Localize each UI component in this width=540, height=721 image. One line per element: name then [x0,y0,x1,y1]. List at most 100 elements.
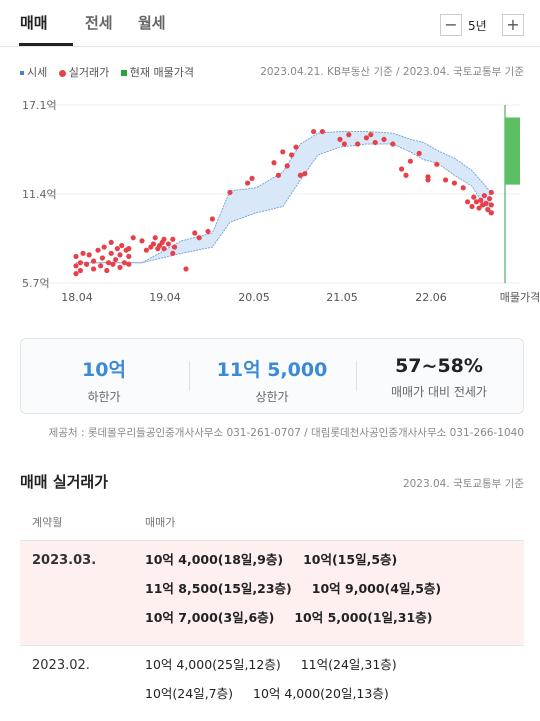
chart-source: 2023.04.21. KB부동산 기준 / 2023.04. 국토교통부 기준 [260,66,524,78]
transaction-point [209,216,215,222]
deal-entry: 10억 9,000(4일,5층) [311,581,442,596]
transaction-point [355,141,361,147]
transaction-point [487,196,493,202]
table-row: 2023.03. 10억 4,000(18일,9층) 10억(15일,5층) 11억 … [20,541,524,645]
transaction-point [130,235,136,241]
transaction-point [150,241,157,247]
transaction-point [319,128,325,135]
transaction-point [368,132,374,138]
summary-divider [356,361,357,391]
transaction-point [434,161,440,167]
upper-price-label: 상한가 [255,390,289,404]
transaction-point [416,150,422,157]
section-title: 매매 실거래가 [20,473,109,491]
transaction-point [275,172,281,178]
section-source: 2023.04. 국토교통부 기준 [402,478,524,490]
y-tick-label: 17.1억 [22,99,57,112]
transaction-point [126,253,132,260]
transaction-point [91,266,97,272]
upper-price-cell: 11억 5,000 상한가 [189,339,355,405]
deal-entry: 10억(15일,5층) [303,552,398,567]
transaction-point [108,250,114,256]
transaction-point [302,171,308,177]
listing-price-bar [505,117,520,185]
transaction-point [192,230,198,236]
column-header-price: 매매가 [145,516,176,529]
transaction-point [108,239,114,246]
deal-line: 11억 8,500(15일,23층) 10억 9,000(4일,5층) [145,578,461,597]
transaction-point [73,263,79,269]
legend-listing: 현재 매물가격 [120,66,194,79]
deal-entry: 10억 4,000(18일,9층) [145,552,284,567]
transaction-point [117,252,123,258]
transaction-point [80,250,86,256]
transaction-point [363,135,369,141]
deal-line: 10억 4,000(18일,9층) 10억(15일,5층) [145,549,417,568]
transaction-point [161,236,167,242]
active-tab-indicator [19,43,73,46]
lower-price-label: 하한가 [87,390,121,404]
summary-divider [189,361,190,391]
period-increase-button[interactable]: + [502,14,524,36]
transaction-point [293,144,299,150]
transaction-point [119,242,125,249]
transaction-point [117,264,123,270]
transaction-point [139,238,145,244]
transaction-point [399,166,405,172]
transaction-point [121,260,127,266]
deal-entry: 10억 4,000(20일,13층) [253,686,389,701]
row-divider [20,645,524,646]
transaction-point [165,241,171,247]
transaction-point [381,136,387,142]
transaction-point [471,194,477,200]
transaction-point [488,210,494,216]
transaction-point [284,163,290,169]
column-header-month: 계약월 [32,516,63,529]
transaction-point [205,228,211,235]
transaction-point [152,235,158,241]
table-row: 2023.02. 10억 4,000(25일,12층) 11억(24일,31층) 10… [20,646,524,721]
transaction-point [113,256,119,263]
transaction-point [73,253,79,260]
transaction-point [196,235,202,241]
transaction-point [114,246,120,252]
deal-entry: 10억 7,000(3일,6층) [145,610,275,625]
legend-listing-label: 현재 매물가격 [129,66,194,79]
transaction-point [143,247,149,253]
transaction-point [126,246,132,252]
deal-line: 10억 4,000(25일,12층) 11억(24일,31층) [145,654,417,673]
x-tick-label: 22.06 [415,291,447,304]
deal-entry: 10억(24일,7층) [145,686,233,701]
tab-jeonse[interactable]: 전세 [85,14,113,32]
listing-legend-icon [120,70,127,76]
transaction-point [104,267,110,274]
tab-monthly-rent[interactable]: 월세 [138,14,166,32]
jeonse-ratio-label: 매매가 대비 전세가 [391,385,487,399]
transaction-point [227,189,233,196]
transaction-point [83,261,90,267]
transaction-point [372,139,378,146]
transaction-point [337,136,343,142]
transaction-legend-icon [58,69,66,77]
deal-line: 10억(24일,7층) 10억 4,000(20일,13층) [145,683,409,702]
deal-entry: 10억 5,000(1일,31층) [294,610,433,625]
transaction-point [170,236,176,242]
transaction-point [95,247,101,253]
tab-sale[interactable]: 매매 [20,14,48,32]
transaction-point [407,158,413,164]
transaction-point [245,180,251,186]
transaction-point [443,177,449,183]
transaction-point [99,255,105,261]
table-header-divider [20,540,524,541]
transaction-point [451,180,457,186]
transaction-point [271,160,277,166]
transaction-point [478,197,484,203]
x-tick-label: 20.05 [238,291,270,304]
y-tick-label: 11.4억 [22,188,57,201]
period-decrease-button[interactable]: − [440,14,462,36]
legend-transaction: 실거래가 [58,66,109,79]
transaction-point [105,260,112,266]
price-summary-card: 10억 하한가 11억 5,000 상한가 57~58% 매매가 대비 전세가 [20,338,524,414]
transaction-point [98,263,104,269]
transaction-point [101,244,107,250]
